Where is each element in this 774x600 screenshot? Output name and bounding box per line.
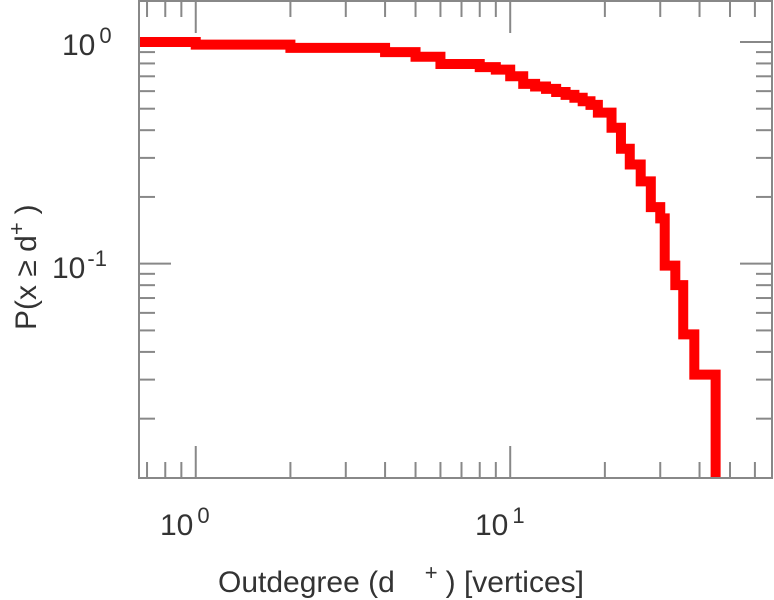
y-tick-label-1: 10-1 xyxy=(52,246,107,285)
x-tick-label-1: 10 1 xyxy=(475,503,525,542)
y-tick-label-0: 10 0 xyxy=(62,23,112,62)
axis-ticks xyxy=(139,1,772,478)
x-axis-label: Outdegree (d +) [vertices] xyxy=(218,560,584,599)
plot-frame xyxy=(138,0,773,479)
y-axis-label: P(x ≥ d+) xyxy=(4,204,43,330)
x-tick-label-0: 10 0 xyxy=(160,503,210,542)
series-line-ccdf xyxy=(139,36,721,478)
